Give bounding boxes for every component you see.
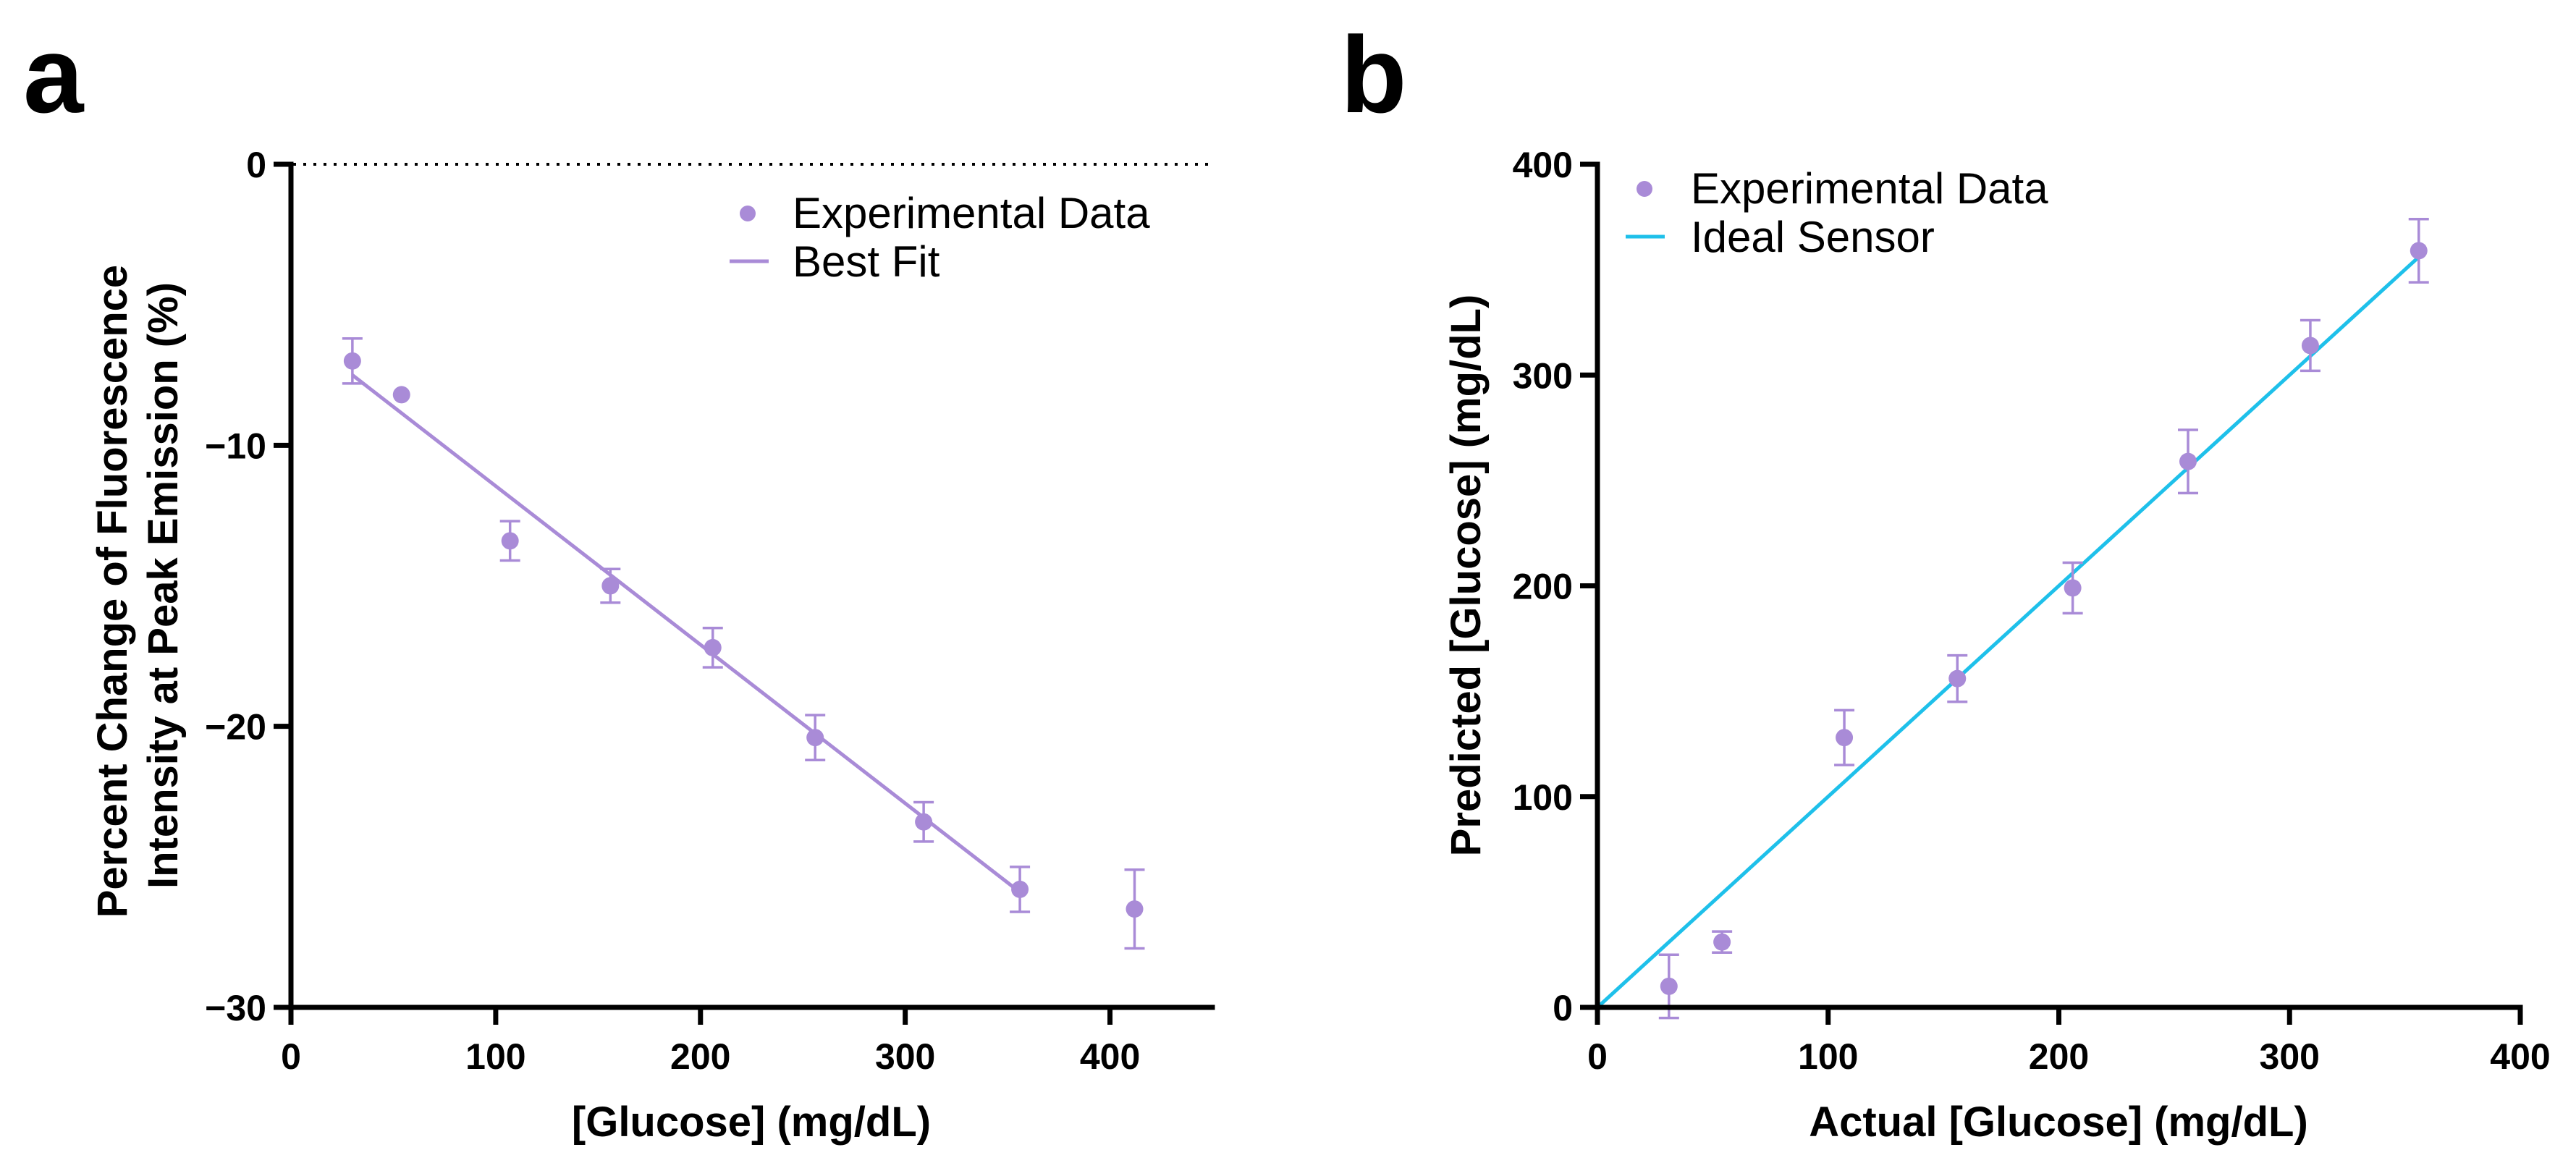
panel-a: a 0 100 200 300 400 0 −10 −20 −30 [Glucose] (mg/… <box>23 14 1215 1146</box>
panel-a-x-tick-label: 0 <box>281 1036 301 1077</box>
panel-a-data-point <box>1011 880 1029 898</box>
panel-b-y-tick-label: 100 <box>1513 777 1573 818</box>
panel-b-x-tick-label: 400 <box>2490 1036 2550 1077</box>
panel-a-x-tick-label: 300 <box>875 1036 935 1077</box>
panel-b-x-tick-label: 200 <box>2029 1036 2089 1077</box>
panel-b-y-tick-label: 0 <box>1553 988 1573 1028</box>
panel-a-best-fit-line <box>351 373 1021 894</box>
panel-b-data-point <box>1660 977 1678 995</box>
panel-a-x-tick-label: 400 <box>1080 1036 1140 1077</box>
panel-b-data-point <box>1713 933 1731 951</box>
panel-a-data-point <box>501 532 519 550</box>
panel-b-letter: b <box>1340 14 1407 135</box>
panel-a-ticks: 0 100 200 300 400 0 −10 −20 −30 <box>205 145 1140 1077</box>
panel-b-data-point <box>1836 729 1854 747</box>
panel-a-data <box>342 337 1145 950</box>
panel-a-y-tick-label: −10 <box>205 426 266 466</box>
panel-b-y-tick-label: 300 <box>1513 355 1573 396</box>
panel-a-data-point <box>806 729 824 747</box>
panel-a-data-point <box>343 352 361 370</box>
panel-a-y-axis-title-line-1: Percent Change of Fluorescence <box>89 265 136 918</box>
panel-b-y-tick-label: 200 <box>1513 567 1573 607</box>
panel-b-ideal-sensor-line <box>1596 255 2420 1009</box>
panel-a-legend: Experimental Data Best Fit <box>730 189 1150 286</box>
legend-label-best-fit: Best Fit <box>793 237 940 286</box>
panel-a-y-tick-label: 0 <box>246 145 266 185</box>
panel-a-x-tick-label: 100 <box>465 1036 525 1077</box>
panel-b-ticks: 0 100 200 300 400 0 100 200 300 400 <box>1513 145 2551 1077</box>
panel-a-x-tick-label: 200 <box>670 1036 730 1077</box>
panel-a-data-point <box>601 577 620 595</box>
panel-b-x-tick-label: 100 <box>1798 1036 1858 1077</box>
panel-b-data-point <box>2064 579 2082 597</box>
panel-b-data-point <box>2301 337 2319 355</box>
panel-b-x-tick-label: 300 <box>2260 1036 2320 1077</box>
panel-a-x-axis-title: [Glucose] (mg/dL) <box>572 1099 931 1146</box>
legend-label-ideal-sensor: Ideal Sensor <box>1691 213 1935 261</box>
panel-b-y-axis-title: Predicted [Glucose] (mg/dL) <box>1443 295 1490 857</box>
legend-marker-experimental-data <box>1637 181 1652 197</box>
panel-a-y-tick-label: −20 <box>205 707 266 748</box>
panel-a-data-point <box>1126 900 1144 918</box>
legend-marker-experimental-data <box>740 206 756 221</box>
panel-b: b 0 100 200 300 400 0 100 200 300 400 Actual [Glu… <box>1340 14 2551 1146</box>
legend-label-experimental-data: Experimental Data <box>1691 164 2048 213</box>
panel-b-data-point <box>1948 669 1967 688</box>
panel-b-x-axis-title: Actual [Glucose] (mg/dL) <box>1809 1099 2308 1146</box>
panel-b-legend: Experimental Data Ideal Sensor <box>1626 164 2048 261</box>
legend-label-experimental-data: Experimental Data <box>793 189 1150 237</box>
panel-b-x-tick-label: 0 <box>1587 1036 1608 1077</box>
panel-b-data <box>1596 217 2429 1020</box>
panel-a-y-axis-title-line-2: Intensity at Peak Emission (%) <box>140 282 187 889</box>
panel-a-y-tick-label: −30 <box>205 988 266 1028</box>
panel-a-data-point <box>915 813 933 831</box>
panel-a-letter: a <box>23 14 85 135</box>
panel-b-y-tick-label: 400 <box>1513 145 1573 185</box>
panel-a-data-point <box>392 386 410 404</box>
panel-a-data-point <box>704 638 722 656</box>
panel-b-data-point <box>2410 242 2428 260</box>
panel-b-data-point <box>2179 452 2197 470</box>
panel-a-y-axis-title: Percent Change of Fluorescence Intensity… <box>89 253 187 918</box>
